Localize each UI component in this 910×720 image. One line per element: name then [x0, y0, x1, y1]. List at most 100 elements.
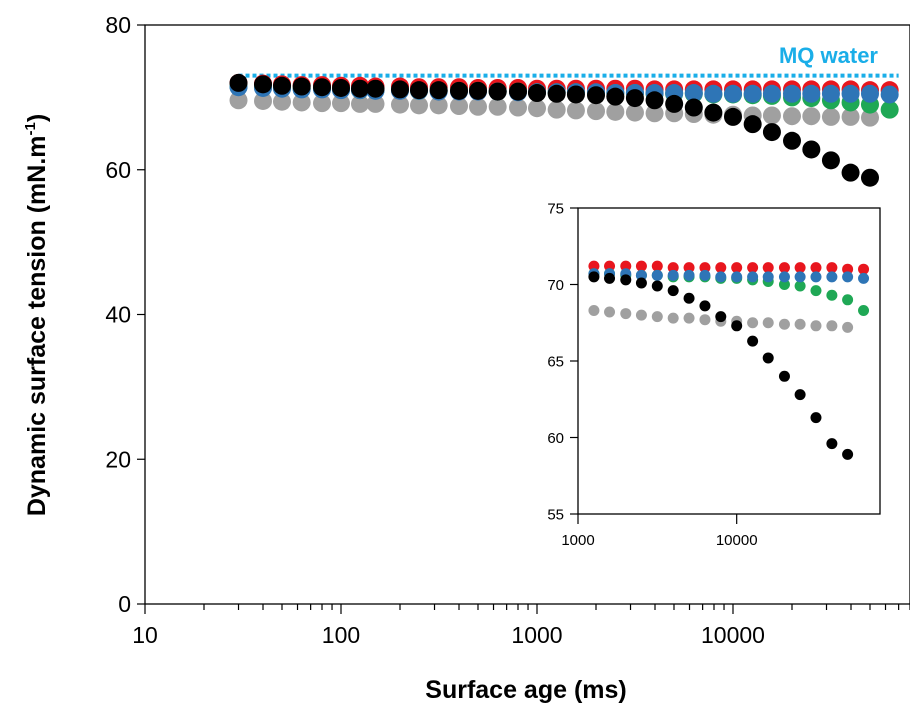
inset-point-series-3: [794, 280, 806, 292]
inset-point-series-3: [778, 279, 790, 290]
inset-point-series-3: [842, 294, 854, 306]
main-point-series-5: [606, 87, 625, 106]
inset-chart: 1000 10000 55 60 65 70 75: [547, 200, 881, 549]
inset-point-series-2: [604, 260, 616, 272]
main-y-tick-label: 0: [118, 591, 131, 617]
inset-point-series-4: [810, 271, 822, 283]
inset-point-series-4: [826, 271, 838, 283]
main-point-series-3: [880, 100, 899, 119]
main-y-tick-label: 60: [105, 157, 131, 183]
inset-point-series-5: [794, 389, 806, 401]
inset-y-tick-label: 55: [547, 506, 564, 523]
inset-point-series-2: [778, 262, 790, 274]
inset-point-series-2: [794, 262, 806, 274]
main-point-series-1: [586, 102, 605, 121]
main-point-series-5: [841, 163, 860, 182]
main-point-series-1: [762, 106, 781, 125]
main-y-tick-label: 80: [105, 12, 131, 38]
main-point-series-1: [429, 96, 448, 115]
main-point-series-4: [684, 84, 703, 103]
inset-point-series-5: [635, 277, 647, 289]
inset-point-series-4: [731, 271, 743, 283]
main-point-series-5: [625, 89, 644, 108]
inset-point-series-5: [667, 285, 679, 297]
main-point-series-4: [802, 84, 821, 103]
main-point-series-1: [366, 94, 385, 113]
inset-point-series-4: [842, 271, 854, 283]
main-point-series-5: [450, 81, 469, 100]
inset-point-series-5: [651, 280, 663, 292]
main-point-series-5: [762, 123, 781, 142]
inset-point-series-5: [842, 448, 854, 460]
main-x-tick-label: 10: [132, 622, 158, 648]
main-point-series-5: [821, 151, 840, 170]
inset-point-series-5: [604, 272, 616, 284]
inset-point-series-3: [826, 289, 838, 301]
main-x-tick-label: 1000: [511, 622, 562, 648]
main-point-series-5: [723, 107, 742, 126]
main-point-series-5: [665, 94, 684, 113]
inset-point-series-5: [715, 311, 727, 323]
inset-point-series-5: [826, 438, 838, 450]
inset-point-series-1: [794, 318, 806, 330]
main-point-series-1: [821, 107, 840, 126]
main-y-tick-label: 40: [105, 302, 131, 328]
main-point-series-1: [860, 108, 879, 127]
main-point-series-5: [409, 81, 428, 100]
inset-point-series-5: [778, 370, 790, 382]
main-point-series-5: [366, 79, 385, 98]
main-point-series-5: [429, 81, 448, 100]
inset-point-series-1: [762, 317, 774, 329]
main-point-series-5: [566, 85, 585, 104]
main-point-series-4: [762, 84, 781, 103]
main-point-series-1: [313, 94, 332, 113]
main-point-series-5: [860, 168, 879, 187]
main-y-tick-label: 20: [105, 446, 131, 472]
inset-y-tick-label: 65: [547, 353, 564, 370]
main-point-series-1: [229, 91, 248, 110]
inset-point-series-2: [762, 262, 774, 274]
main-point-series-1: [488, 97, 507, 116]
main-point-series-1: [509, 98, 528, 117]
main-point-series-4: [821, 84, 840, 103]
main-point-series-5: [743, 115, 762, 134]
main-point-series-1: [350, 94, 369, 113]
inset-y-tick-label: 60: [547, 430, 564, 447]
inset-point-series-5: [762, 352, 774, 364]
main-point-series-1: [450, 97, 469, 116]
inset-point-series-1: [667, 312, 679, 324]
inset-point-series-4: [683, 269, 695, 281]
main-point-series-5: [488, 82, 507, 101]
inset-point-series-5: [810, 412, 822, 424]
inset-point-series-5: [747, 335, 759, 347]
main-point-series-1: [292, 93, 311, 112]
inset-point-series-4: [667, 269, 679, 281]
y-axis-title-end: ): [23, 114, 51, 122]
inset-point-series-3: [858, 305, 870, 317]
inset-point-series-2: [635, 260, 647, 272]
main-point-series-5: [468, 81, 487, 100]
inset-point-series-1: [826, 320, 838, 332]
main-point-series-5: [272, 76, 291, 95]
y-axis-title-main: Dynamic surface tension (mN.m: [23, 136, 51, 517]
main-point-series-1: [254, 91, 273, 110]
main-point-series-5: [684, 98, 703, 117]
inset-point-series-2: [826, 262, 838, 274]
main-point-series-1: [527, 99, 546, 118]
main-point-series-1: [645, 104, 664, 123]
inset-point-series-2: [588, 260, 600, 272]
inset-point-series-2: [858, 263, 870, 275]
inset-point-series-1: [810, 320, 822, 332]
main-point-series-1: [606, 102, 625, 121]
y-axis-title-superscript: -1: [22, 122, 39, 135]
inset-point-series-1: [747, 317, 759, 329]
inset-point-series-2: [667, 262, 679, 274]
inset-point-series-4: [794, 271, 806, 283]
main-point-series-4: [782, 84, 801, 103]
main-point-series-5: [391, 80, 409, 99]
main-point-series-1: [625, 103, 644, 122]
main-point-series-1: [802, 107, 821, 126]
inset-point-series-2: [747, 262, 759, 274]
inset-point-series-2: [651, 260, 663, 272]
main-point-series-4: [704, 84, 723, 103]
